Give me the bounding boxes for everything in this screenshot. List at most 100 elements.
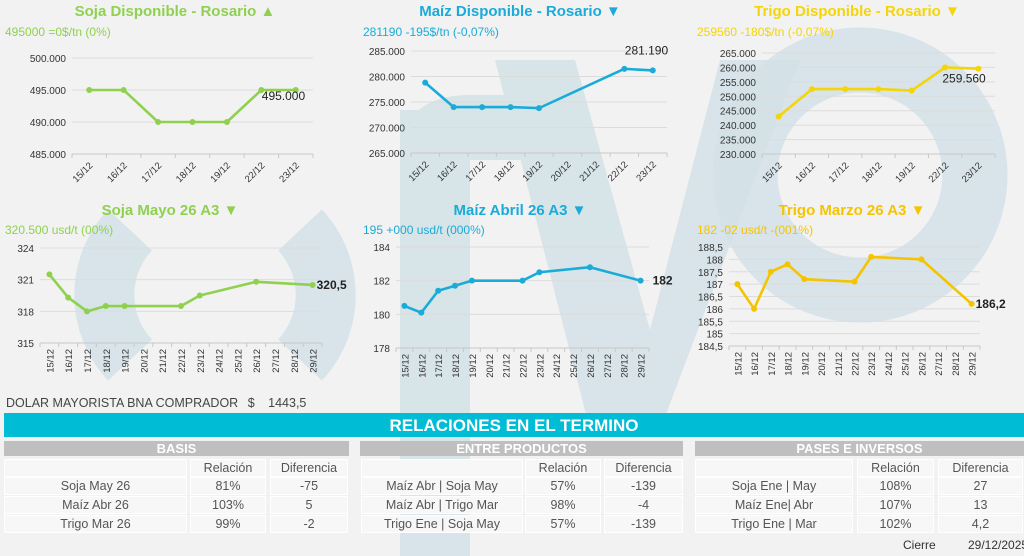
- row-label: Trigo Ene | Soja May: [361, 515, 523, 533]
- data-point: [801, 276, 808, 283]
- last-value-label: 495.000: [262, 89, 306, 103]
- chart-title: Soja Disponible - Rosario ▲: [75, 3, 276, 20]
- y-tick-label: 321: [17, 276, 34, 287]
- chart-2: 265.000 270.000 275.000 280.000 285.000 15/12…: [369, 43, 669, 184]
- row-diferencia: -2: [270, 515, 348, 533]
- row-diferencia: -139: [604, 477, 683, 495]
- x-tick-label: 23/12: [634, 159, 659, 184]
- x-tick-label: 22/12: [243, 160, 268, 185]
- x-tick-label: 19/12: [800, 352, 811, 376]
- dolar-currency: $: [247, 396, 255, 410]
- row-label: Maíz Ene| Abr: [695, 496, 853, 514]
- y-tick-label: 184,5: [698, 342, 723, 353]
- row-label: Soja Ene | May: [695, 477, 853, 495]
- header-blank: [361, 459, 523, 477]
- data-point: [942, 64, 949, 71]
- column-header-relacion: Relación: [857, 459, 934, 477]
- trend-arrow-icon: ▼: [910, 202, 926, 219]
- y-tick-label: 188,5: [698, 243, 723, 254]
- column-header-relacion: Relación: [190, 459, 266, 477]
- chart-subtitle: 495000 =0$/tn (0%): [5, 25, 111, 39]
- row-relacion: 57%: [525, 477, 601, 495]
- data-point: [851, 278, 858, 285]
- data-point: [196, 292, 203, 299]
- header-blank: [695, 459, 853, 477]
- data-point: [975, 65, 982, 72]
- data-point: [918, 256, 925, 263]
- x-tick-label: 23/12: [960, 160, 985, 185]
- section-header: ENTRE PRODUCTOS: [360, 441, 683, 456]
- x-tick-label: 28/12: [620, 354, 631, 378]
- x-tick-label: 19/12: [208, 160, 233, 185]
- x-tick-label: 22/12: [927, 160, 952, 185]
- y-tick-label: 185,5: [698, 317, 723, 328]
- data-point: [875, 86, 882, 93]
- last-value-label: 186,2: [976, 297, 1006, 311]
- x-tick-label: 27/12: [271, 349, 282, 373]
- last-value-label: 320,5: [317, 278, 347, 292]
- data-point: [734, 281, 741, 288]
- x-tick-label: 17/12: [434, 354, 445, 378]
- x-tick-label: 26/12: [917, 352, 928, 376]
- column-header-relacion: Relación: [525, 459, 601, 477]
- y-tick-label: 318: [17, 307, 34, 318]
- relaciones-title: RELACIONES EN EL TERMINO: [4, 413, 1024, 437]
- data-point: [479, 104, 486, 111]
- data-point: [536, 105, 542, 112]
- chart-title: Soja Mayo 26 A3 ▼: [102, 202, 239, 219]
- row-relacion: 107%: [857, 496, 934, 514]
- chart-subtitle: 259560 -180$/tn (-0,07%): [697, 25, 834, 39]
- x-tick-label: 17/12: [140, 160, 165, 185]
- chart-title: Trigo Marzo 26 A3 ▼: [779, 202, 926, 219]
- y-tick-label: 275.000: [369, 98, 406, 109]
- trend-arrow-icon: ▼: [605, 3, 621, 20]
- data-point: [507, 104, 514, 111]
- x-tick-label: 25/12: [233, 349, 244, 373]
- y-tick-label: 240.000: [720, 121, 757, 132]
- last-value-label: 182: [653, 274, 673, 288]
- data-point: [536, 269, 543, 276]
- x-tick-label: 20/12: [139, 349, 150, 373]
- x-tick-label: 28/12: [951, 352, 962, 376]
- x-tick-label: 16/12: [417, 354, 428, 378]
- y-tick-label: 315: [17, 339, 34, 350]
- x-tick-label: 15/12: [71, 160, 96, 185]
- x-tick-label: 20/12: [549, 159, 574, 184]
- row-diferencia: 4,2: [938, 515, 1023, 533]
- x-tick-label: 16/12: [793, 160, 818, 185]
- data-point: [450, 104, 457, 111]
- x-tick-label: 15/12: [45, 349, 56, 373]
- trend-arrow-icon: ▲: [260, 3, 276, 20]
- x-tick-label: 22/12: [177, 349, 188, 373]
- row-label: Maíz Abr | Trigo Mar: [361, 496, 523, 514]
- y-tick-label: 188: [706, 255, 723, 266]
- column-header-diferencia: Diferencia: [270, 459, 348, 477]
- trend-arrow-icon: ▼: [945, 3, 960, 20]
- cierre-label: Cierre: [903, 538, 936, 552]
- y-tick-label: 245.000: [720, 107, 757, 118]
- x-tick-label: 17/12: [827, 160, 852, 185]
- y-tick-label: 235.000: [720, 136, 757, 147]
- data-point: [637, 277, 644, 284]
- x-tick-label: 15/12: [733, 352, 744, 376]
- dolar-mayorista: DOLAR MAYORISTA BNA COMPRADOR $ 1443,5: [6, 396, 306, 410]
- chart-title-text: Trigo Disponible - Rosario: [754, 3, 941, 20]
- cierre-date: 29/12/2025: [968, 538, 1024, 552]
- y-tick-label: 265.000: [720, 49, 757, 60]
- trend-arrow-icon: ▼: [571, 202, 587, 219]
- row-label: Maíz Abr | Soja May: [361, 477, 523, 495]
- data-point: [84, 308, 90, 315]
- data-point: [468, 277, 475, 284]
- data-point: [842, 86, 849, 93]
- data-point: [422, 79, 429, 86]
- x-tick-label: 18/12: [451, 354, 462, 378]
- y-tick-label: 270.000: [369, 124, 406, 135]
- y-tick-label: 255.000: [720, 78, 757, 89]
- x-tick-label: 29/12: [968, 352, 979, 376]
- data-point: [120, 87, 127, 93]
- y-tick-label: 265.000: [369, 149, 406, 160]
- x-tick-label: 17/12: [464, 159, 489, 184]
- data-point: [767, 268, 774, 275]
